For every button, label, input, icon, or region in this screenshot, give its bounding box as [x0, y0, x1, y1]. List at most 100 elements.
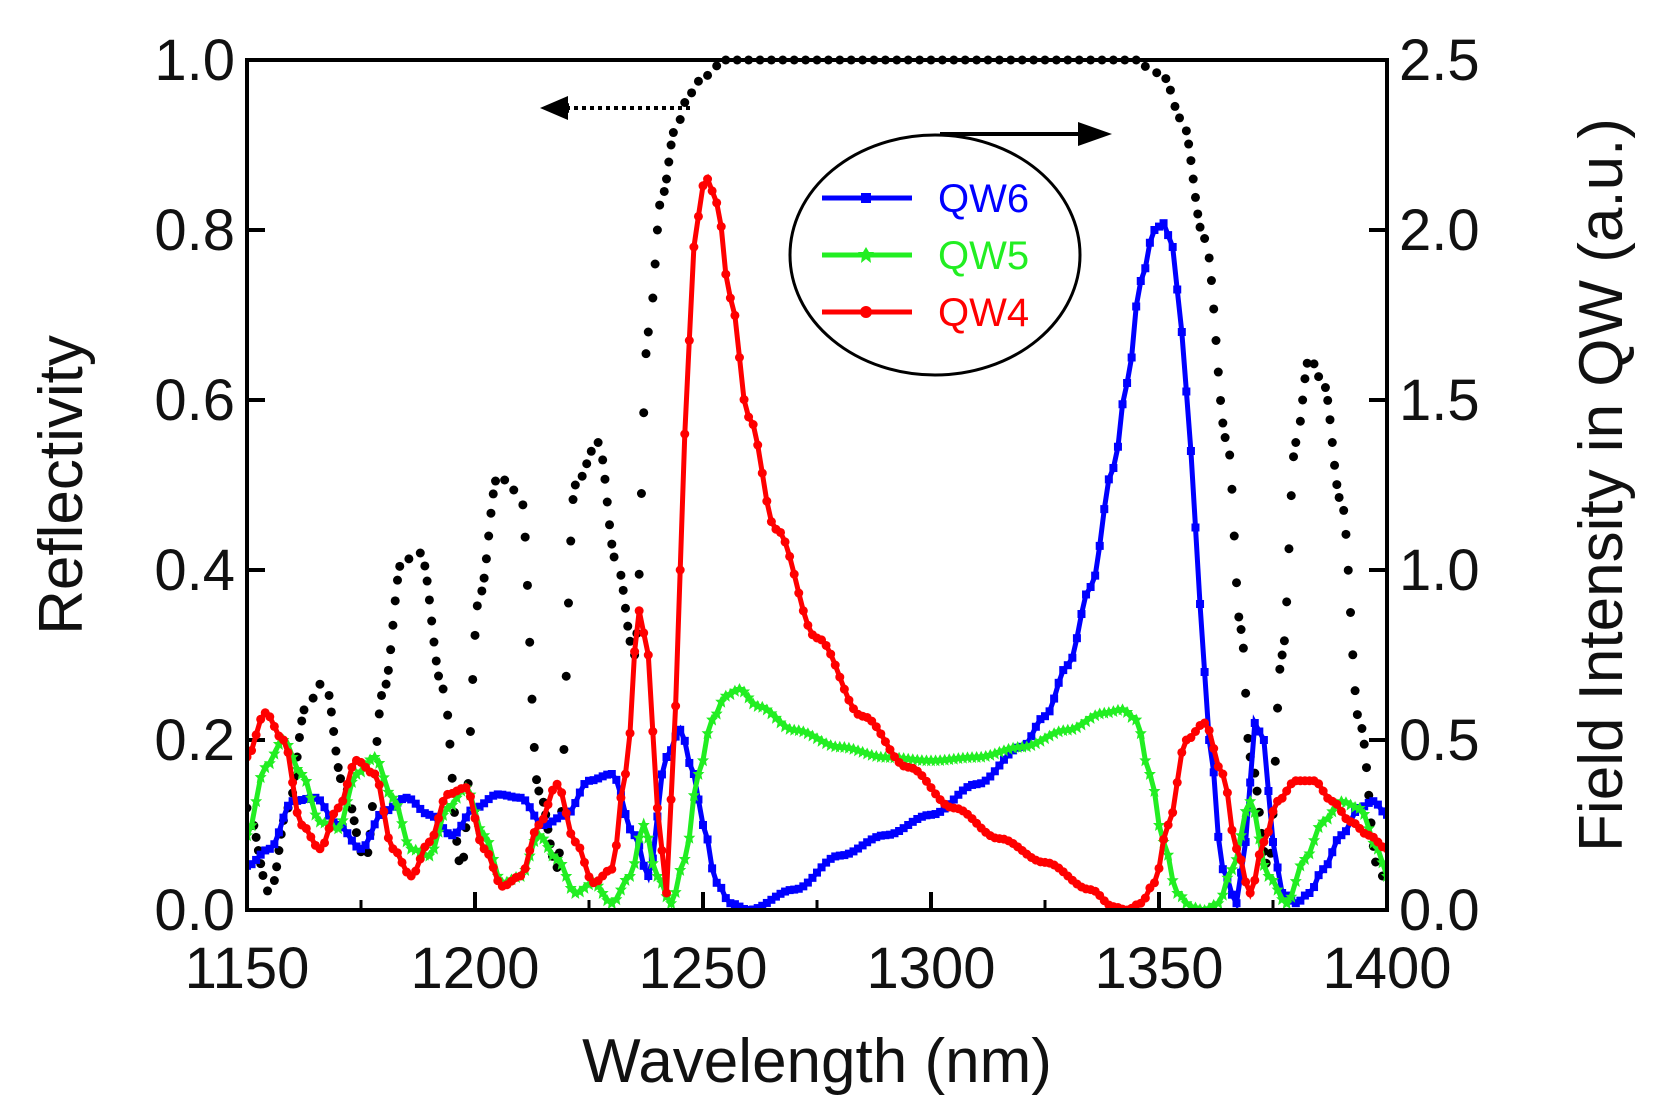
- qw6-marker: [1036, 715, 1045, 724]
- reflectivity-dot: [712, 61, 722, 71]
- reflectivity-dot: [324, 690, 334, 700]
- y-axis-title: Reflectivity: [27, 335, 96, 635]
- reflectivity-dot: [1170, 101, 1180, 111]
- reflectivity-dot: [659, 186, 669, 196]
- qw6-marker: [411, 799, 420, 808]
- qw5-marker: [1294, 859, 1307, 872]
- qw6-marker: [1031, 722, 1040, 731]
- reflectivity-dot: [488, 489, 498, 499]
- legend-label: QW5: [938, 234, 1029, 278]
- reflectivity-dot: [424, 595, 434, 605]
- qw5-marker: [624, 870, 637, 882]
- qw5-marker: [1257, 859, 1270, 872]
- qw6-marker: [917, 812, 926, 821]
- qw6-marker: [261, 846, 270, 855]
- qw4-marker: [543, 800, 553, 810]
- qw5-marker: [642, 831, 655, 844]
- qw6-marker: [525, 803, 534, 812]
- qw4-marker: [1222, 788, 1232, 798]
- qw4-marker: [689, 242, 699, 252]
- qw5-marker: [386, 791, 399, 804]
- reflectivity-dot: [1289, 452, 1299, 462]
- qw4-marker: [292, 808, 302, 818]
- qw6-marker: [776, 889, 785, 898]
- qw5-marker: [573, 885, 586, 898]
- reflectivity-dot: [272, 862, 282, 872]
- legend-marker: [858, 247, 874, 263]
- series-qw6: [247, 219, 1387, 910]
- annotations: [540, 96, 1112, 146]
- x-tick-label: 1250: [638, 936, 767, 1001]
- qw4-marker: [1259, 837, 1269, 847]
- qw6-marker: [662, 753, 671, 761]
- qw5-marker: [441, 802, 454, 814]
- reflectivity-dot: [623, 621, 633, 631]
- qw4-marker: [1159, 834, 1169, 844]
- reflectivity-dot: [1238, 643, 1248, 653]
- reflectivity-dot: [1273, 703, 1283, 713]
- reflectivity-dot: [703, 70, 713, 80]
- reflectivity-dot: [431, 656, 441, 666]
- qw6-marker: [730, 900, 739, 909]
- reflectivity-dot: [465, 727, 475, 736]
- reflectivity-dot: [329, 727, 339, 736]
- reflectivity-dot: [1359, 739, 1369, 749]
- qw6-marker: [694, 795, 703, 804]
- reflectivity-dot: [1346, 608, 1356, 617]
- qw6-marker: [270, 840, 279, 849]
- qw4-marker: [516, 871, 526, 881]
- reflectivity-dot: [1284, 544, 1294, 554]
- qw6-marker: [407, 795, 416, 804]
- qw6-marker: [958, 786, 967, 795]
- reflectivity-dot: [1140, 61, 1150, 71]
- qw6-marker: [274, 828, 283, 837]
- qw6-marker: [708, 864, 717, 873]
- qw6-marker: [361, 841, 370, 850]
- qw6-marker: [512, 793, 521, 802]
- qw4-marker: [306, 832, 316, 842]
- qw6-marker: [1100, 505, 1109, 514]
- reflectivity-dot: [1152, 68, 1162, 78]
- qw4-marker: [465, 792, 475, 802]
- qw4-marker: [630, 647, 640, 657]
- reflectivity-dot: [333, 763, 343, 773]
- reflectivity-dot: [438, 684, 448, 694]
- qw6-marker: [502, 791, 511, 800]
- reflectivity-dot: [1270, 756, 1280, 766]
- qw4-marker: [680, 429, 690, 439]
- qw6-marker: [1341, 827, 1350, 836]
- qw5-marker: [596, 887, 609, 899]
- reflectivity-dot: [349, 816, 359, 826]
- reflectivity-dot: [500, 475, 510, 485]
- qw4-marker: [1168, 808, 1178, 818]
- qw4-marker: [748, 420, 758, 430]
- reflectivity-dot: [1277, 650, 1287, 660]
- qw6-marker: [986, 772, 995, 781]
- qw5-marker: [309, 808, 322, 821]
- qw5-marker: [637, 819, 650, 831]
- qw6-marker: [813, 868, 821, 877]
- reflectivity-dot: [1348, 650, 1358, 660]
- qw5-marker: [633, 831, 646, 844]
- qw6-marker: [585, 776, 593, 785]
- qw5-marker: [984, 748, 997, 761]
- qw5-marker: [1239, 805, 1252, 818]
- qw4-marker: [429, 830, 439, 840]
- reflectivity-dot: [1343, 565, 1353, 575]
- qw6-marker: [735, 902, 744, 910]
- reflectivity-dot: [445, 739, 455, 749]
- reflectivity-dot: [429, 637, 439, 647]
- qw5-marker: [1212, 897, 1225, 910]
- qw4-marker: [876, 729, 886, 739]
- qw5-marker: [1303, 847, 1316, 860]
- qw6-marker: [1196, 600, 1205, 608]
- reflectivity-dot: [377, 690, 387, 700]
- qw4-marker: [324, 823, 334, 833]
- qw4-marker: [789, 569, 799, 579]
- reflectivity-dot: [335, 774, 345, 784]
- qw4-marker: [871, 722, 881, 732]
- qw5-marker: [1029, 737, 1042, 750]
- reflectivity-dot: [1298, 395, 1308, 405]
- qw4-marker: [698, 181, 708, 191]
- reflectivity-dot: [420, 561, 430, 571]
